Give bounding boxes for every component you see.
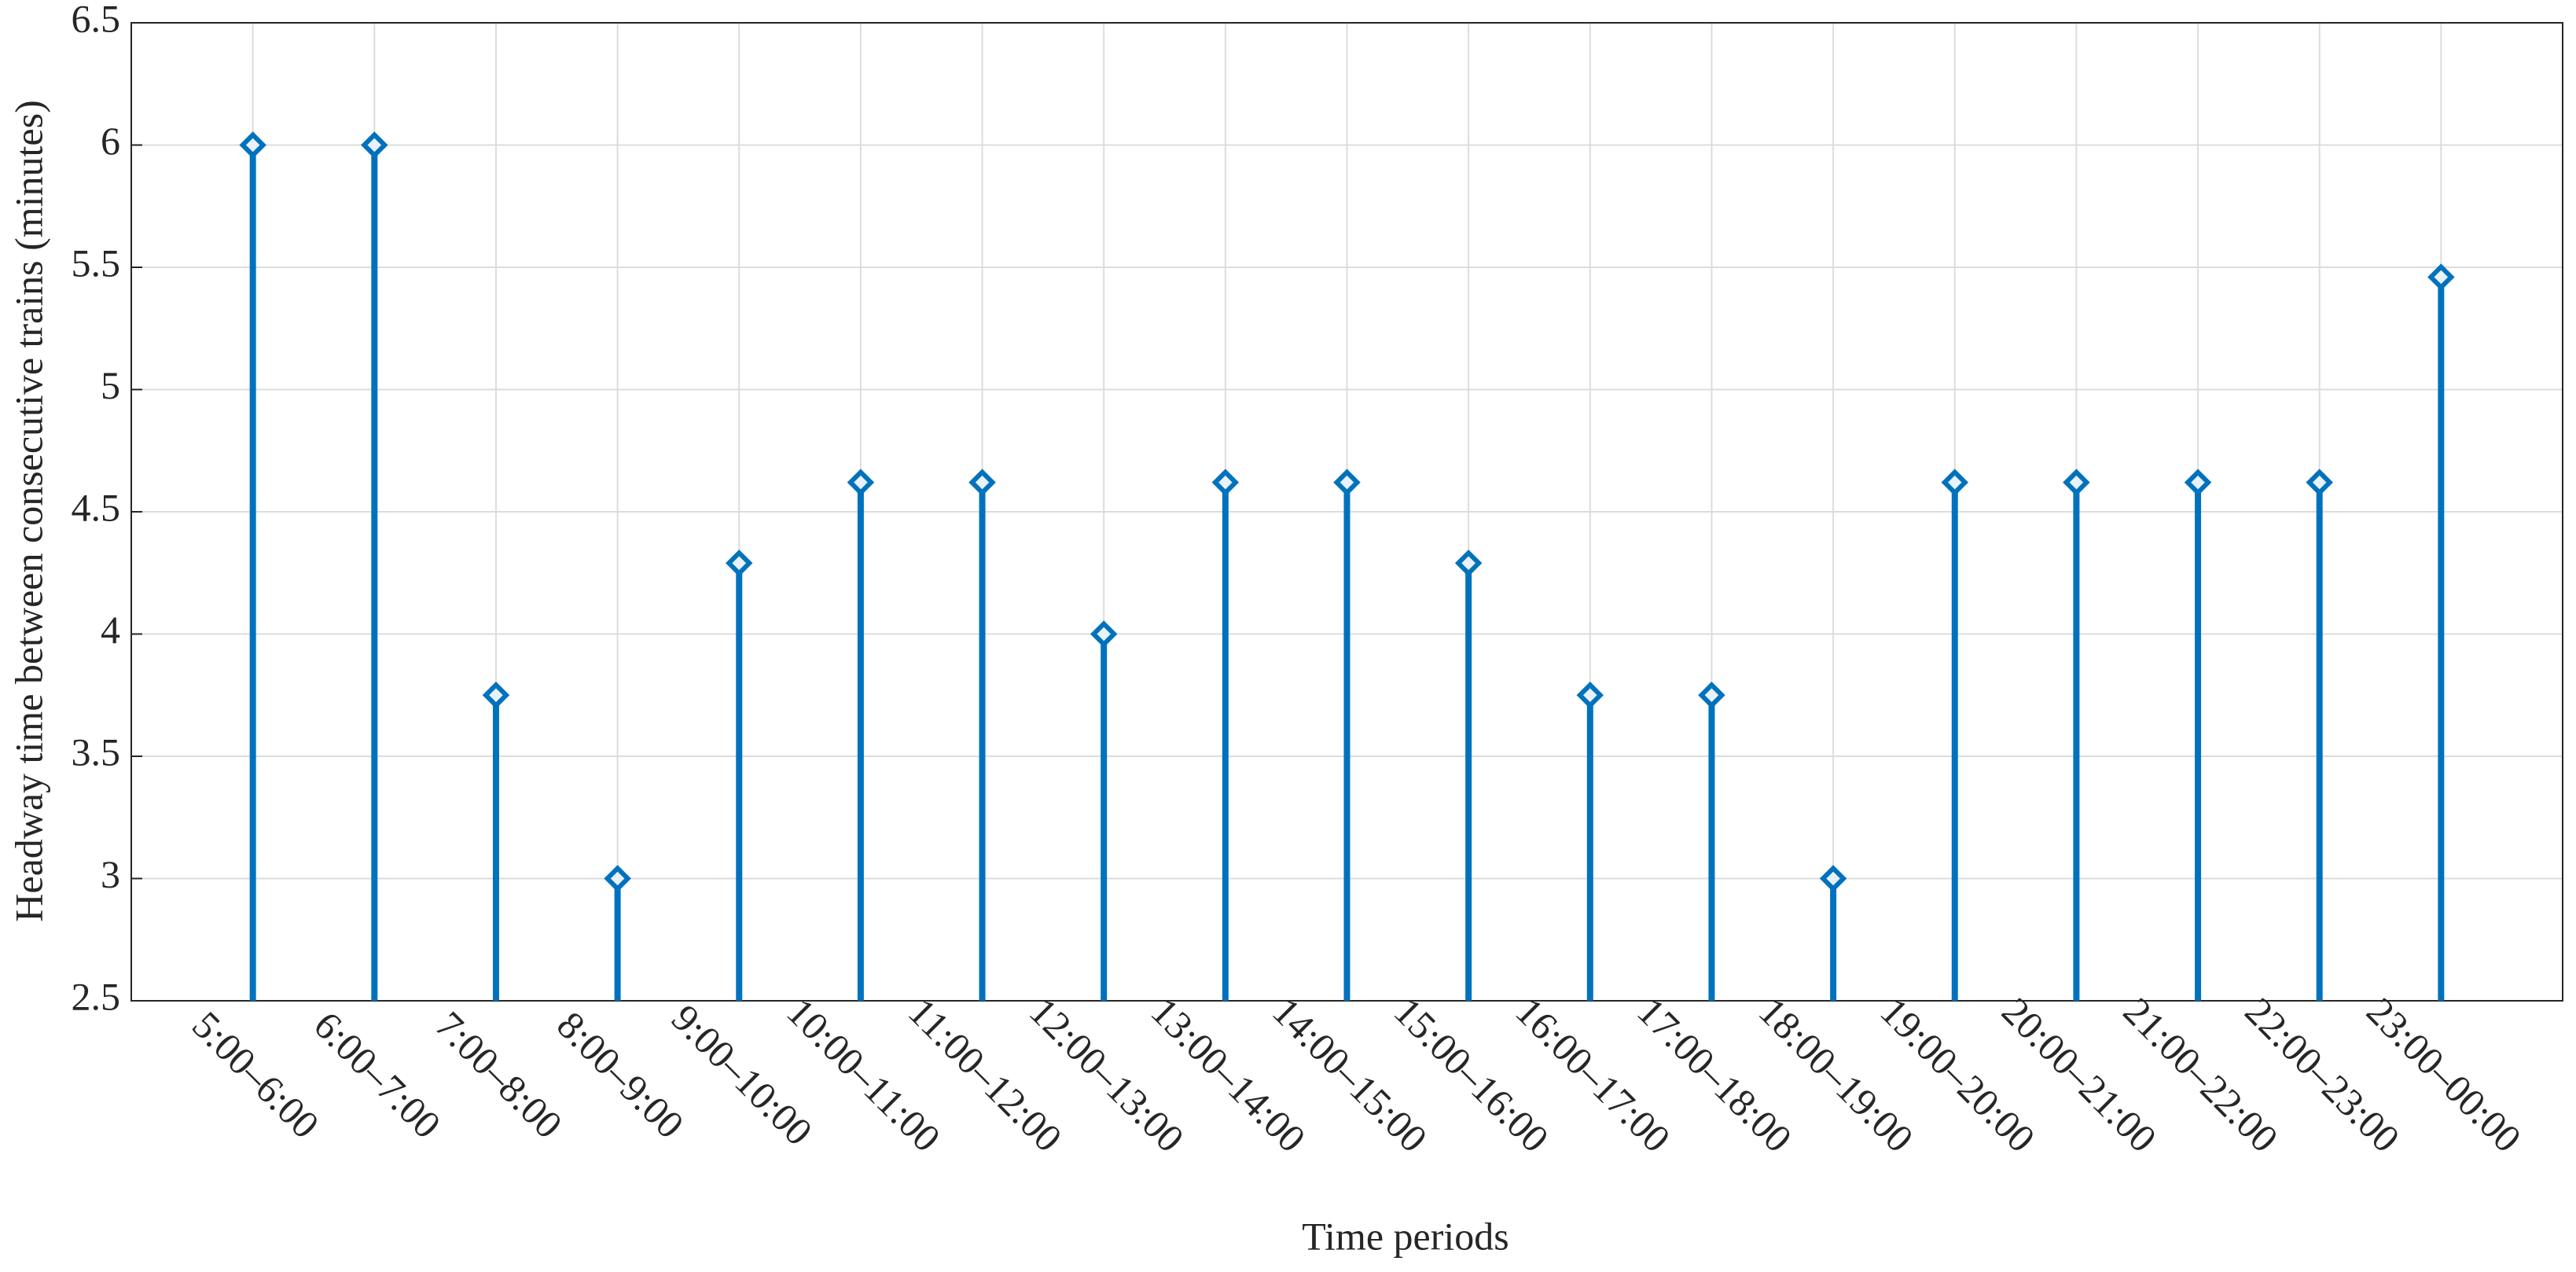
stem-marker	[2184, 469, 2212, 496]
stem-marker	[1454, 550, 1483, 577]
stem-marker	[726, 550, 753, 577]
y-tick-label: 6.5	[72, 0, 121, 40]
stem-marker	[2427, 263, 2455, 291]
x-tick-label: 6:00–7:00	[306, 1003, 450, 1147]
y-tick-label: 4	[101, 608, 120, 652]
y-tick-label: 2.5	[72, 974, 121, 1018]
stem-marker	[1090, 620, 1118, 648]
stem-marker	[361, 131, 388, 159]
stem-marker	[1819, 865, 1847, 892]
stem-marker	[2063, 469, 2090, 496]
y-tick-label: 6	[101, 119, 120, 163]
stem-marker	[968, 469, 996, 496]
stem-marker	[1941, 469, 1968, 496]
y-tick-label: 5	[101, 363, 120, 407]
y-tick-label: 5.5	[72, 241, 121, 285]
stem-marker	[2306, 469, 2333, 496]
stem-marker	[1576, 682, 1604, 709]
stem-marker	[482, 682, 510, 709]
stem-marker	[847, 469, 875, 496]
stem-marker	[1211, 469, 1240, 496]
y-tick-label: 3	[101, 852, 120, 896]
stem-marker	[1333, 469, 1361, 496]
y-tick-label: 4.5	[72, 485, 121, 529]
y-axis-label: Headway time between consecutive trains …	[6, 100, 50, 921]
x-tick-label: 7:00–8:00	[427, 1003, 571, 1147]
y-tick-label: 3.5	[72, 730, 121, 774]
stem-marker	[1698, 682, 1725, 709]
x-tick-label: 5:00–6:00	[184, 1003, 328, 1147]
stem-marker	[604, 865, 631, 892]
stem-marker	[239, 131, 266, 159]
x-axis-label: Time periods	[1302, 1214, 1508, 1258]
